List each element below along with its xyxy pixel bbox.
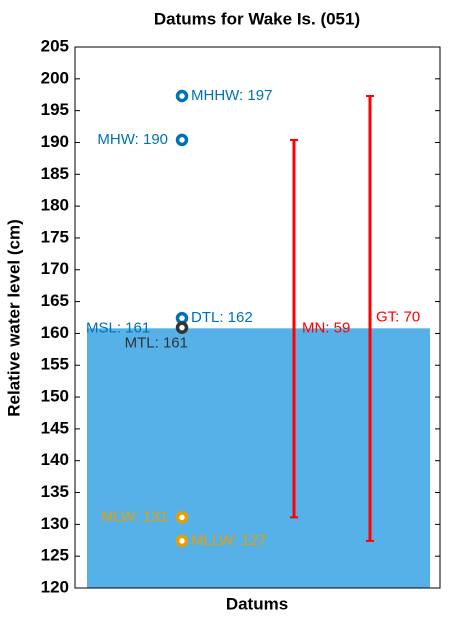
- y-tick-label: 180: [41, 196, 69, 215]
- range-label: GT: 70: [376, 308, 420, 325]
- chart-title: Datums for Wake Is. (051): [154, 9, 360, 28]
- y-tick-label: 130: [41, 514, 69, 533]
- y-tick-label: 185: [41, 164, 69, 183]
- y-tick-label: 205: [41, 36, 69, 55]
- y-tick-label: 195: [41, 100, 69, 119]
- datum-label: MLLW: 127: [191, 532, 266, 549]
- range-label: MN: 59: [302, 319, 350, 336]
- y-axis-label: Relative water level (cm): [4, 219, 23, 416]
- axes-frame: [74, 46, 441, 589]
- y-tick-label: 150: [41, 387, 69, 406]
- y-tick-label: 160: [41, 323, 69, 342]
- y-tick-label: 120: [41, 577, 69, 596]
- y-tick-label: 155: [41, 355, 69, 374]
- datum-label: MTL: 161: [125, 335, 188, 352]
- msl-area: [87, 328, 430, 588]
- datum-label: MHHW: 197: [191, 87, 272, 104]
- y-tick-label: 175: [41, 227, 69, 246]
- datum-point: [175, 511, 189, 524]
- y-tick-label: 135: [41, 482, 69, 501]
- datum-point: [175, 321, 189, 334]
- y-tick-label: 145: [41, 418, 69, 437]
- y-tick-label: 200: [41, 68, 69, 87]
- datum-point: [175, 534, 189, 548]
- y-tick-label: 140: [41, 450, 69, 469]
- y-tick-label: 165: [41, 291, 69, 310]
- datum-label: MHW: 190: [97, 131, 168, 148]
- msl-label: MSL: 161: [86, 319, 150, 336]
- x-axis-label: Datums: [226, 594, 288, 613]
- y-tick-label: 170: [41, 259, 69, 278]
- datum-label: DTL: 162: [191, 309, 253, 326]
- datum-label: MLW: 131: [101, 508, 168, 525]
- datum-point: [175, 89, 189, 103]
- y-tick-label: 190: [41, 132, 69, 151]
- y-tick-label: 125: [41, 546, 69, 565]
- plot-area: MSL: 161 MN: 59 GT: 70 MHHW: 197 MHW: 190 DTL…: [86, 87, 430, 588]
- datum-point: [175, 133, 189, 147]
- datum-point: [175, 311, 189, 325]
